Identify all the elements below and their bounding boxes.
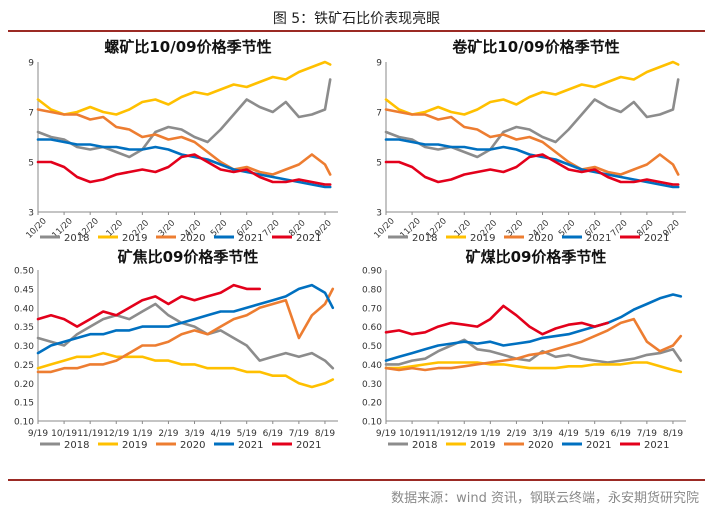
legend-label: 2020 [528, 440, 553, 451]
y-tick-label: 0.40 [14, 304, 34, 314]
y-tick-label: 3 [28, 209, 34, 219]
legend-label: 2018 [412, 440, 437, 451]
y-tick-label: 7 [376, 109, 382, 119]
legend-label: 2018 [412, 233, 437, 244]
series-line [36, 153, 332, 186]
y-tick-label: 7 [28, 109, 34, 119]
x-tick-label: 7/19 [637, 429, 657, 439]
source-note: 数据来源：wind 资讯，钢联云终端，永安期货研究院 [391, 491, 699, 506]
y-tick-label: 3 [376, 209, 382, 219]
legend-label: 2018 [64, 233, 89, 244]
legend-label: 2019 [122, 233, 147, 244]
x-tick-label: 9/19 [376, 429, 396, 439]
chart-title: 卷矿比10/09价格季节性 [451, 38, 619, 56]
legend-label: 2021 [644, 233, 669, 244]
x-tick-label: 6/19 [263, 429, 283, 439]
y-tick-label: 0.35 [14, 323, 34, 333]
y-tick-label: 5 [28, 159, 34, 169]
x-tick-label: 4/19 [210, 429, 230, 439]
legend-label: 2021 [238, 233, 263, 244]
y-tick-label: 0.50 [362, 342, 382, 352]
x-tick-label: 2/19 [158, 429, 178, 439]
legend-label: 2019 [470, 440, 495, 451]
y-tick-label: 0.10 [362, 418, 382, 428]
top-rule [8, 30, 705, 32]
y-tick-label: 0.50 [14, 267, 34, 277]
y-tick-label: 0.20 [14, 380, 34, 390]
y-tick-label: 0.70 [362, 304, 382, 314]
y-tick-label: 0.15 [14, 399, 34, 409]
bottom-rule [8, 479, 705, 481]
legend-label: 2020 [180, 233, 205, 244]
series-line [384, 304, 610, 336]
x-tick-label: 4/19 [558, 429, 578, 439]
x-tick-label: 1/19 [480, 429, 500, 439]
x-tick-label: 5/19 [585, 429, 605, 439]
x-tick-label: 8/19 [663, 429, 683, 439]
chart-title: 螺矿比10/09价格季节性 [104, 38, 271, 56]
y-tick-label: 0.90 [362, 267, 382, 277]
x-tick-label: 12/19 [103, 429, 129, 439]
figure-title: 图 5：铁矿石比价表现亮眼 [272, 11, 441, 27]
y-tick-label: 0.10 [14, 418, 34, 428]
series-line [384, 60, 680, 116]
x-tick-label: 6/19 [611, 429, 631, 439]
series-line [36, 351, 335, 389]
series-line [384, 108, 680, 176]
x-tick-label: 11/19 [425, 429, 451, 439]
y-tick-label: 0.45 [14, 285, 34, 295]
y-tick-label: 0.80 [362, 285, 382, 295]
legend-label: 2018 [64, 440, 89, 451]
chart-title: 矿煤比09价格季节性 [466, 248, 607, 266]
series-line [384, 361, 683, 374]
series-line [36, 78, 332, 159]
series-line [384, 317, 683, 372]
series-line [384, 293, 683, 362]
series-line [36, 287, 335, 374]
y-tick-label: 0.30 [362, 380, 382, 390]
legend-label: 2021 [586, 440, 611, 451]
y-tick-label: 0.60 [362, 323, 382, 333]
series-line [384, 78, 680, 159]
legend-label: 2019 [470, 233, 495, 244]
y-tick-label: 0.25 [14, 361, 34, 371]
y-tick-label: 9 [376, 59, 382, 69]
legend-label: 2021 [238, 440, 263, 451]
legend-label: 2020 [528, 233, 553, 244]
y-tick-label: 9 [28, 59, 34, 69]
y-tick-label: 0.30 [14, 342, 34, 352]
chart-title: 矿焦比09价格季节性 [118, 248, 259, 266]
legend-label: 2021 [644, 440, 669, 451]
x-tick-label: 10/19 [51, 429, 77, 439]
legend-label: 2021 [296, 440, 321, 451]
series-line [36, 283, 335, 355]
x-tick-label: 1/19 [132, 429, 152, 439]
series-line [36, 108, 332, 176]
y-tick-label: 0.40 [362, 361, 382, 371]
x-tick-label: 11/19 [77, 429, 103, 439]
series-line [36, 60, 332, 116]
x-tick-label: 5/19 [237, 429, 257, 439]
y-tick-label: 5 [376, 159, 382, 169]
legend-label: 2021 [586, 233, 611, 244]
x-tick-label: 8/19 [315, 429, 335, 439]
x-tick-label: 3/19 [532, 429, 552, 439]
series-line [384, 338, 683, 366]
series-line [384, 153, 680, 186]
x-tick-label: 7/19 [289, 429, 309, 439]
series-line [36, 302, 335, 370]
x-tick-label: 2/19 [506, 429, 526, 439]
x-tick-label: 10/19 [399, 429, 425, 439]
y-tick-label: 0.20 [362, 399, 382, 409]
series-line [36, 283, 262, 328]
legend-label: 2021 [296, 233, 321, 244]
x-tick-label: 3/19 [184, 429, 204, 439]
legend-label: 2020 [180, 440, 205, 451]
x-tick-label: 9/19 [28, 429, 48, 439]
legend-label: 2019 [122, 440, 147, 451]
x-tick-label: 12/19 [451, 429, 477, 439]
